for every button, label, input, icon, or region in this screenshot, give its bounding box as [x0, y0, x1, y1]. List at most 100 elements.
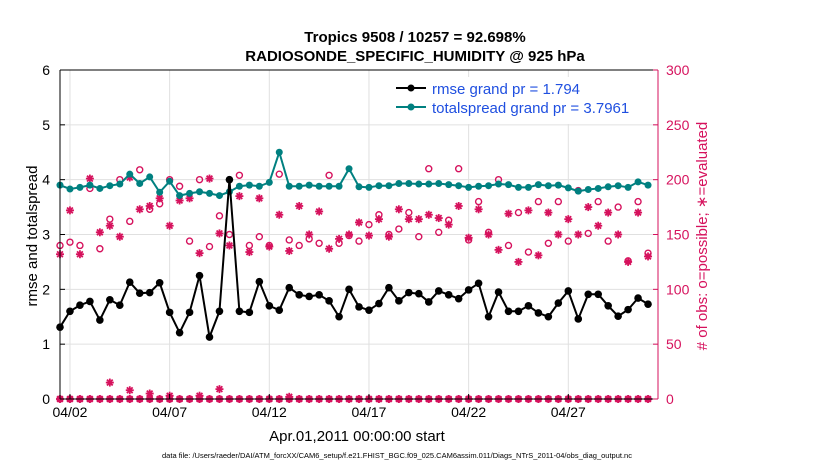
obs-possible-point	[175, 182, 184, 190]
obs-possible-point	[405, 208, 413, 217]
y-tick-label-left: 0	[42, 391, 50, 407]
obs-evaluated-point	[464, 233, 473, 242]
obs-possible-point	[76, 241, 84, 250]
totalspread-point	[166, 177, 174, 185]
rmse-point	[345, 285, 353, 294]
rmse-point	[454, 294, 463, 303]
totalspread-point	[86, 181, 94, 189]
obs-possible-point	[185, 237, 194, 245]
obs-possible-point	[255, 232, 264, 241]
obs-evaluated-point	[205, 174, 214, 183]
totalspread-point	[415, 180, 423, 188]
totalspread-point	[196, 188, 204, 196]
obs-evaluated-low-marker	[125, 386, 134, 395]
rmse-point	[634, 294, 642, 302]
rmse-point	[335, 312, 343, 321]
totalspread-point	[235, 182, 243, 190]
obs-evaluated-point	[275, 210, 284, 219]
totalspread-point	[365, 183, 373, 191]
rmse-point	[494, 288, 503, 296]
y-tick-label-left: 6	[42, 62, 50, 78]
obs-evaluated-point	[75, 250, 84, 259]
rmse-point	[544, 312, 553, 321]
obs-evaluated-point	[225, 241, 234, 250]
totalspread-point	[206, 189, 213, 197]
obs-possible-point	[225, 230, 234, 239]
obs-evaluated-point	[624, 257, 633, 266]
totalspread-point	[514, 183, 522, 191]
obs-evaluated-point	[404, 215, 413, 224]
y-tick-label-left: 4	[42, 172, 50, 188]
rmse-point	[155, 278, 164, 287]
obs-evaluated-point	[355, 218, 363, 227]
totalspread-point	[564, 184, 572, 192]
totalspread-point	[315, 182, 323, 190]
totalspread-point	[624, 183, 632, 191]
totalspread-point	[505, 181, 512, 189]
obs-possible-point	[275, 170, 283, 178]
y-axis-label-left: rmse and totalspread	[24, 166, 41, 307]
totalspread-point	[156, 188, 164, 196]
rmse-point	[185, 308, 194, 317]
obs-evaluated-point	[444, 220, 453, 229]
rmse-point	[534, 309, 543, 317]
obs-evaluated-point	[374, 215, 383, 224]
obs-possible-point	[534, 197, 543, 206]
obs-evaluated-point	[195, 249, 204, 258]
obs-evaluated-point	[644, 252, 653, 261]
obs-possible-point	[474, 197, 483, 206]
obs-possible-point	[106, 215, 114, 223]
chart-title: Tropics 9508 / 10257 = 92.698%	[304, 29, 525, 46]
rmse-point	[405, 288, 413, 297]
obs-possible-point	[454, 164, 463, 173]
x-axis-label: Apr.01,2011 00:00:00 start	[269, 428, 446, 445]
rmse-point	[594, 290, 602, 299]
obs-evaluated-low-marker	[215, 385, 224, 394]
obs-evaluated-point	[584, 203, 593, 212]
totalspread-point	[475, 182, 483, 190]
obs-evaluated-point	[115, 232, 124, 241]
obs-possible-point	[415, 232, 423, 241]
obs-possible-point	[594, 197, 602, 206]
obs-possible-point	[425, 164, 433, 173]
obs-evaluated-point	[95, 228, 104, 237]
obs-evaluated-point	[85, 174, 94, 183]
rmse-point	[584, 290, 593, 299]
totalspread-point	[305, 181, 313, 189]
totalspread-point	[385, 182, 393, 190]
legend-spread-label: totalspread grand pr = 3.7961	[432, 100, 629, 117]
totalspread-point	[116, 180, 124, 188]
obs-evaluated-low-marker	[105, 378, 114, 387]
rmse-point	[325, 297, 333, 305]
rmse-point	[504, 307, 513, 316]
rmse-point	[305, 292, 313, 301]
x-tick-label: 04/22	[451, 404, 486, 420]
rmse-point	[474, 279, 483, 288]
obs-evaluated-point	[454, 201, 463, 210]
rmse-point	[604, 301, 612, 310]
obs-evaluated-point	[484, 230, 493, 239]
rmse-point	[315, 291, 323, 299]
obs-evaluated-point	[285, 246, 294, 255]
obs-possible-point	[126, 217, 134, 226]
obs-possible-point	[634, 197, 642, 206]
y-tick-label-right: 100	[666, 281, 690, 297]
obs-evaluated-point	[255, 194, 264, 203]
obs-evaluated-point	[514, 257, 523, 266]
rmse-point	[215, 307, 224, 316]
totalspread-point	[395, 180, 403, 188]
rmse-point	[225, 175, 234, 184]
obs-possible-point	[136, 166, 144, 174]
obs-possible-point	[544, 239, 553, 247]
obs-possible-point	[295, 241, 303, 250]
totalspread-point	[495, 180, 503, 188]
obs-possible-point	[215, 212, 224, 220]
axes: 04/02 04/07 04/12 04/17 04/22 04/27 0 1 2 3 4 5 6 0 50…	[42, 62, 689, 420]
obs-evaluated-point	[265, 242, 274, 251]
totalspread-point	[76, 183, 84, 191]
y-tick-label-right: 200	[666, 172, 690, 188]
rmse-point	[385, 283, 393, 292]
totalspread-point	[534, 181, 542, 189]
obs-evaluated-point	[554, 230, 563, 239]
